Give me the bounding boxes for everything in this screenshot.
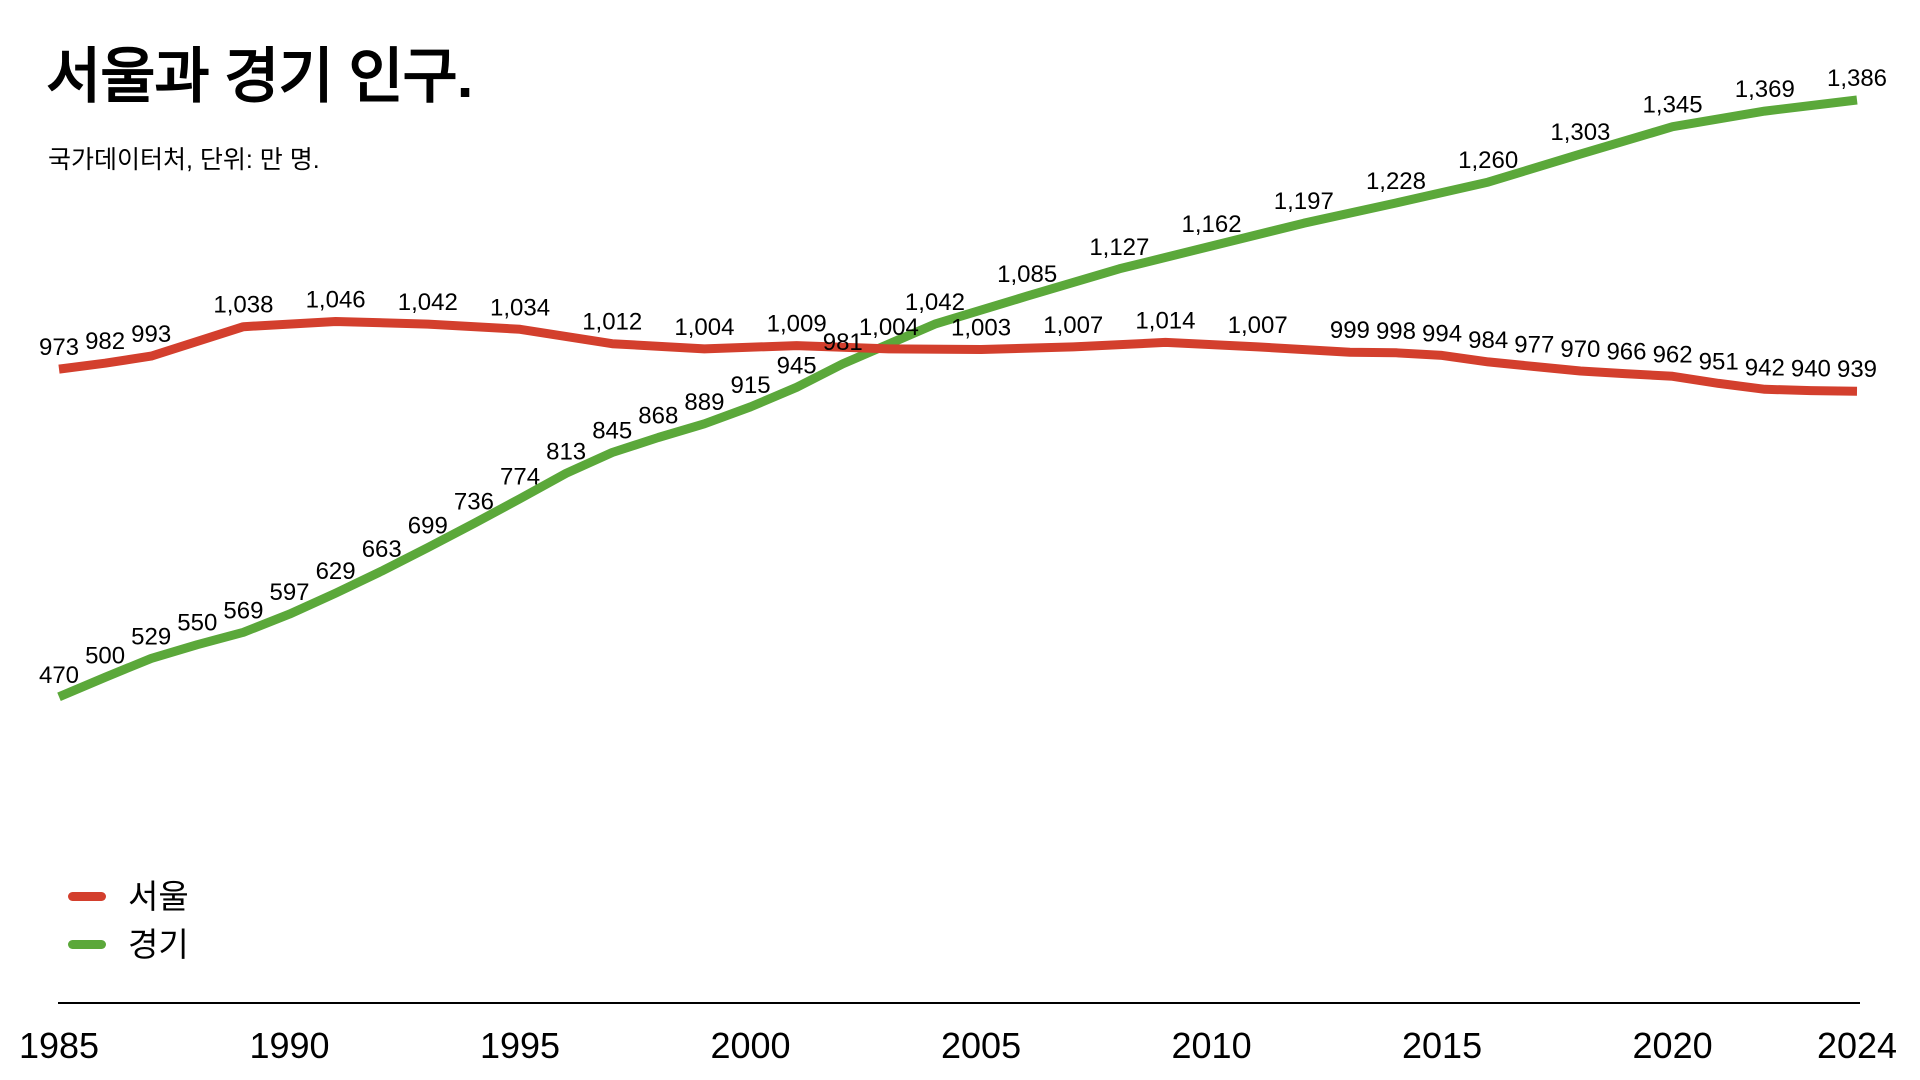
x-tick-label: 1990	[249, 1025, 329, 1066]
gyeonggi-data-label: 1,345	[1643, 92, 1703, 119]
seoul-data-label: 962	[1653, 341, 1693, 368]
x-tick-label: 2024	[1817, 1025, 1897, 1066]
seoul-data-label: 942	[1745, 354, 1785, 381]
x-tick-label: 2005	[941, 1025, 1021, 1066]
seoul-data-label: 1,014	[1135, 307, 1195, 334]
gyeonggi-line	[57, 95, 1858, 701]
gyeonggi-data-label: 1,369	[1735, 76, 1795, 103]
gyeonggi-data-label: 569	[223, 597, 263, 624]
seoul-data-label: 1,007	[1228, 312, 1288, 339]
legend-label-gyeonggi: 경기	[128, 925, 189, 963]
gyeonggi-data-label: 1,085	[997, 261, 1057, 288]
seoul-line-swatch	[68, 891, 106, 901]
seoul-data-label: 1,042	[398, 289, 458, 316]
seoul-data-label: 994	[1422, 320, 1462, 347]
gyeonggi-data-label: 945	[777, 352, 817, 379]
seoul-data-label: 940	[1791, 356, 1831, 383]
gyeonggi-data-label: 845	[592, 417, 632, 444]
gyeonggi-data-label: 550	[177, 610, 217, 637]
gyeonggi-data-label: 1,127	[1089, 234, 1149, 261]
seoul-data-label: 966	[1606, 339, 1646, 366]
legend-item-gyeonggi: 경기	[68, 924, 189, 964]
gyeonggi-data-label: 1,162	[1182, 211, 1242, 238]
seoul-data-label: 999	[1330, 317, 1370, 344]
seoul-data-label: 1,038	[213, 292, 273, 319]
gyeonggi-data-label: 529	[131, 623, 171, 650]
x-tick-label: 1985	[19, 1025, 99, 1066]
gyeonggi-data-label: 597	[269, 579, 309, 606]
gyeonggi-data-label: 1,260	[1458, 147, 1518, 174]
seoul-data-label: 1,004	[859, 314, 919, 341]
seoul-data-label: 951	[1699, 348, 1739, 375]
gyeonggi-data-label: 736	[454, 488, 494, 515]
gyeonggi-data-label: 1,228	[1366, 168, 1426, 195]
gyeonggi-data-label: 889	[684, 389, 724, 416]
gyeonggi-data-label: 915	[731, 372, 771, 399]
legend: 서울 경기	[68, 876, 189, 964]
seoul-data-label: 982	[85, 328, 125, 355]
x-tick-label: 1995	[480, 1025, 560, 1066]
seoul-data-label: 1,003	[951, 315, 1011, 342]
x-tick-label: 2010	[1172, 1025, 1252, 1066]
x-tick-label: 2015	[1402, 1025, 1482, 1066]
gyeonggi-data-label: 1,042	[905, 289, 965, 316]
seoul-data-label: 970	[1560, 336, 1600, 363]
gyeonggi-data-label: 500	[85, 642, 125, 669]
gyeonggi-data-label: 868	[638, 402, 678, 429]
gyeonggi-data-label: 813	[546, 438, 586, 465]
gyeonggi-data-label: 470	[39, 662, 79, 689]
gyeonggi-data-label: 1,303	[1550, 119, 1610, 146]
gyeonggi-data-label: 981	[823, 329, 863, 356]
seoul-data-label: 1,046	[306, 287, 366, 314]
gyeonggi-data-label: 1,197	[1274, 188, 1334, 215]
gyeonggi-line-swatch	[68, 939, 106, 949]
gyeonggi-data-label: 629	[316, 558, 356, 585]
seoul-data-label: 1,007	[1043, 312, 1103, 339]
seoul-data-label: 939	[1837, 356, 1877, 383]
seoul-data-label: 984	[1468, 327, 1508, 354]
seoul-data-label: 993	[131, 321, 171, 348]
chart-title: 서울과 경기 인구.	[46, 43, 473, 110]
gyeonggi-data-label: 699	[408, 513, 448, 540]
seoul-data-label: 1,012	[582, 309, 642, 336]
x-tick-label: 2000	[710, 1025, 790, 1066]
seoul-data-label: 1,009	[767, 311, 827, 338]
seoul-data-label: 973	[39, 334, 79, 361]
gyeonggi-data-label: 774	[500, 464, 540, 491]
gyeonggi-data-label: 663	[362, 536, 402, 563]
legend-item-seoul: 서울	[68, 876, 189, 916]
x-tick-label: 2020	[1633, 1025, 1713, 1066]
chart-subtitle: 국가데이터처, 단위: 만 명.	[48, 146, 320, 174]
legend-label-seoul: 서울	[128, 877, 189, 915]
seoul-line	[58, 317, 1858, 396]
gyeonggi-data-label: 1,386	[1827, 65, 1887, 92]
seoul-data-label: 977	[1514, 331, 1554, 358]
seoul-data-label: 1,034	[490, 294, 550, 321]
seoul-data-label: 1,004	[674, 314, 734, 341]
seoul-data-label: 998	[1376, 318, 1416, 345]
